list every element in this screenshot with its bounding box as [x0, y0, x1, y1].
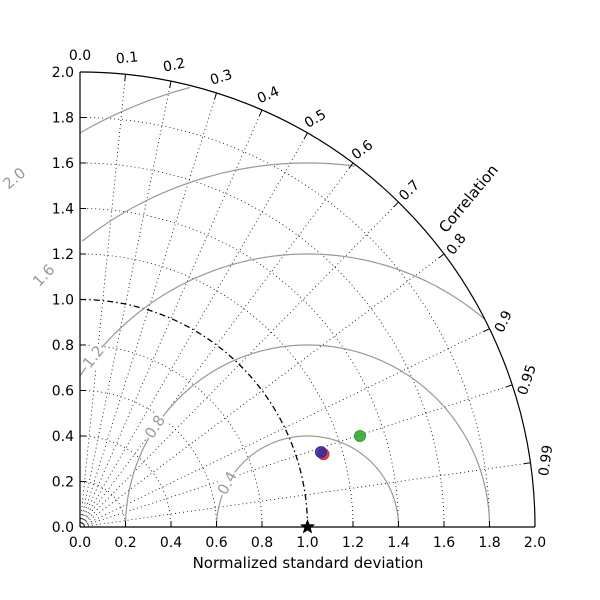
correlation-tick-label-3: 0.3: [208, 67, 234, 89]
x-tick-label-2: 0.4: [160, 535, 182, 551]
std-grid-arc-4: [79, 344, 263, 528]
correlation-tick-7: [393, 201, 399, 208]
std-grid-arc-2: [79, 435, 172, 528]
y-tick-label-10: 2.0: [52, 65, 74, 81]
x-tick-label-0: 0.0: [69, 535, 91, 551]
x-tick-label-6: 1.2: [342, 535, 364, 551]
correlation-tick-label-0: 0.0: [69, 48, 91, 64]
correlation-tick-2: [169, 81, 172, 88]
correlation-tick-3: [213, 92, 217, 100]
rms-label-bg-1: [140, 411, 171, 443]
reference-std-arc: [79, 298, 309, 528]
x-tick-label-10: 2.0: [524, 535, 546, 551]
correlation-tick-label-5: 0.5: [302, 107, 329, 132]
correlation-grid-line-4: [79, 109, 263, 528]
rms-label-bg-2: [78, 341, 109, 373]
correlation-tick-10: [505, 384, 513, 388]
data-point-1: [314, 446, 327, 459]
correlation-tick-5: [303, 132, 308, 140]
x-tick-label-1: 0.2: [114, 535, 136, 551]
correlation-axis-label: Correlation: [435, 161, 502, 236]
rms-label-bg-4: [0, 163, 31, 195]
reference-star-marker: [299, 519, 316, 534]
rms-label-0: 0.4: [214, 468, 241, 498]
y-tick-label-3: 0.6: [52, 384, 74, 400]
rms-contour-2: [80, 253, 486, 376]
correlation-tick-6: [348, 162, 354, 169]
data-points: [299, 429, 366, 534]
y-tick-label-5: 1.0: [52, 293, 74, 309]
rms-contour-4: [79, 86, 190, 134]
correlation-tick-label-10: 0.95: [515, 363, 540, 398]
rms-label-bg-3: [28, 260, 60, 292]
correlation-tick-label-6: 0.6: [349, 137, 376, 163]
x-tick-label-3: 0.6: [205, 535, 227, 551]
std-grid-arc-3: [79, 390, 217, 528]
grid-layer: [79, 74, 531, 528]
correlation-tick-label-9: 0.9: [492, 308, 516, 335]
y-tick-label-9: 1.8: [52, 111, 74, 127]
rms-label-3: 1.6: [29, 261, 58, 291]
y-tick-label-6: 1.2: [52, 247, 74, 263]
tick-labels: 0.0 0.1 0.2 0.3 0.4 0.5 0.6 0.7 0.8 0.9 0.95 0.99 0.…: [52, 48, 557, 551]
std-grid-arc-8: [79, 162, 445, 528]
rms-label-4: 2.0: [0, 164, 29, 193]
correlation-tick-label-11: 0.99: [536, 444, 556, 477]
outer-correlation-arc: [79, 71, 536, 528]
axes: [79, 71, 536, 528]
rms-label-bg-0: [213, 467, 242, 499]
correlation-tick-1: [124, 74, 126, 82]
correlation-tick-4: [258, 109, 263, 117]
correlation-tick-8: [438, 253, 445, 259]
x-tick-label-4: 0.8: [251, 535, 273, 551]
y-tick-label-7: 1.4: [52, 202, 74, 218]
y-tick-label-1: 0.2: [52, 475, 74, 491]
correlation-tick-11: [523, 462, 531, 465]
correlation-tick-9: [483, 328, 490, 333]
std-grid-arc-9: [79, 117, 490, 528]
correlation-tick-label-2: 0.2: [162, 56, 187, 76]
correlation-tick-label-1: 0.1: [115, 49, 139, 67]
x-tick-label-8: 1.6: [433, 535, 455, 551]
x-tick-label-7: 1.4: [387, 535, 409, 551]
data-point-2: [353, 429, 366, 442]
x-tick-label-9: 1.8: [478, 535, 500, 551]
y-tick-label-2: 0.4: [52, 429, 74, 445]
correlation-grid-line-9: [79, 328, 490, 528]
rms-contour-3: [81, 162, 356, 242]
rms-label-1: 0.8: [141, 412, 169, 442]
y-tick-label-4: 0.8: [52, 338, 74, 354]
correlation-tick-label-7: 0.7: [396, 177, 423, 204]
x-axis-label: Normalized standard deviation: [193, 554, 424, 572]
y-tick-label-8: 1.6: [52, 156, 74, 172]
y-tick-label-0: 0.0: [52, 520, 74, 536]
correlation-tick-label-4: 0.4: [255, 84, 282, 108]
std-grid-arc-1: [79, 481, 126, 528]
x-tick-label-5: 1.0: [296, 535, 318, 551]
